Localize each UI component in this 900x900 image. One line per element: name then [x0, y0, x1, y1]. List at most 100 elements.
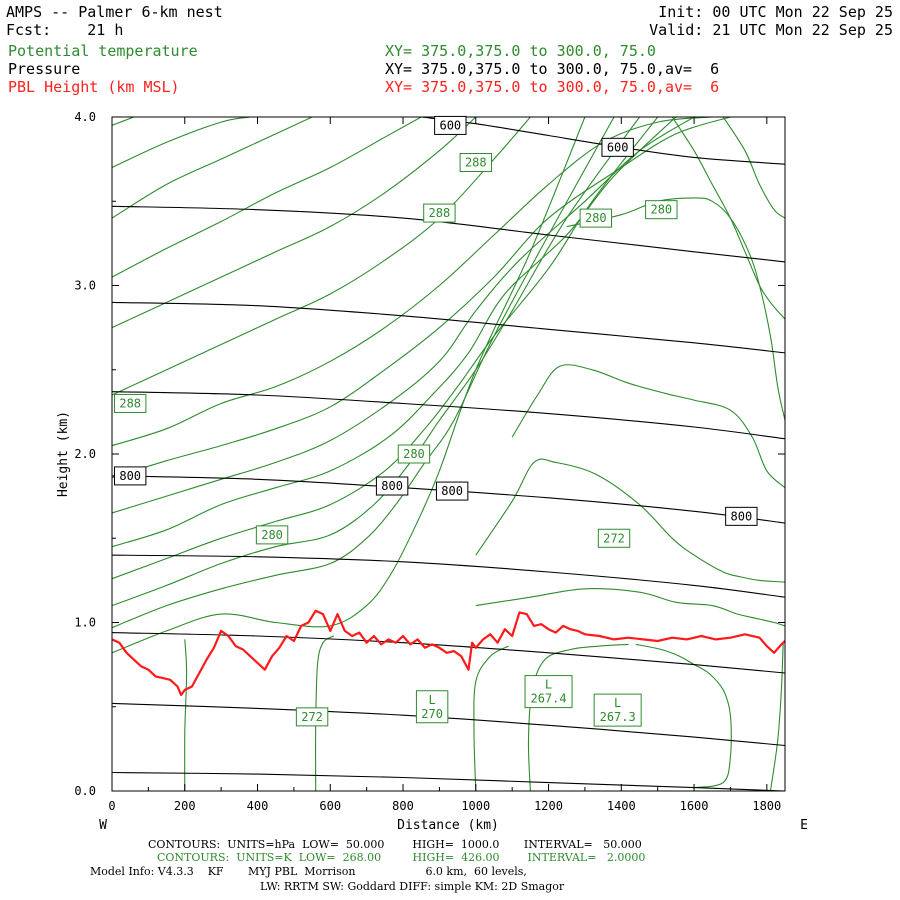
theta-label-7-box [597, 528, 631, 548]
y-tick-label: 1.0 [74, 616, 96, 630]
legend-theta-name: Potential temperature [8, 42, 198, 60]
low-marker-0-text: 270 [421, 707, 443, 721]
theta-contour-20 [184, 639, 188, 791]
fcst-label: Fcst: [6, 21, 52, 39]
theta-contour-17 [671, 117, 785, 320]
theta-contour-15 [511, 364, 785, 489]
theta-contour-9 [112, 117, 477, 329]
isobar-label-5-text: 800 [731, 509, 753, 523]
theta-contour-3 [112, 117, 659, 580]
x-tick-label: 1600 [680, 799, 709, 813]
x-axis-east-label: E [800, 818, 808, 833]
theta-label-8: 272 [295, 707, 329, 727]
theta-contour-21 [315, 635, 335, 791]
theta-contour-6 [112, 117, 731, 479]
theta-label-4-box [645, 200, 678, 220]
theta-label-5-text: 280 [403, 447, 425, 461]
footer-contours-pressure: CONTOURS: UNITS=hPa LOW= 50.000 HIGH= 10… [148, 838, 642, 851]
low-marker-1-box [524, 675, 573, 709]
theta-label-5-box [397, 444, 431, 464]
isobar-600 [112, 205, 785, 263]
theta-contour-25 [769, 642, 784, 791]
theta-label-0-text: 288 [465, 155, 487, 169]
isobar-label-5: 800 [725, 506, 758, 526]
theta-label-6-box [255, 525, 289, 545]
low-marker-2-text: 267.3 [600, 710, 636, 724]
fcst-value: 21 h [87, 21, 124, 39]
legend-pressure-xy: XY= 375.0,375.0 to 300.0, 75.0,av= 6 [385, 60, 720, 78]
footer-contours-theta: CONTOURS: UNITS=K LOW= 268.00 HIGH= 426.… [157, 851, 646, 864]
x-tick-label: 200 [174, 799, 196, 813]
isobar-900 [112, 702, 785, 747]
isobar-650 [112, 301, 785, 354]
isobar-label-4-text: 800 [441, 484, 463, 498]
theta-contour-13 [112, 117, 134, 126]
low-marker-0-text: L [429, 693, 436, 707]
legend-pressure-name: Pressure [8, 60, 81, 78]
x-tick-label: 400 [247, 799, 269, 813]
theta-label-0: 288 [459, 152, 492, 172]
x-tick-label: 1400 [607, 799, 636, 813]
theta-label-1-box [423, 203, 456, 223]
theta-label-4-text: 280 [650, 203, 672, 217]
isobar-label-3: 800 [375, 476, 409, 496]
x-tick-label: 800 [392, 799, 414, 813]
theta-label-8-text: 272 [301, 710, 323, 724]
theta-contour-23 [527, 643, 629, 791]
theta-contour-10 [112, 117, 422, 278]
isobar-label-0-text: 600 [439, 118, 461, 132]
low-marker-1-text: L [545, 678, 552, 692]
x-tick-label: 600 [319, 799, 341, 813]
isobar-label-2-box [113, 466, 147, 486]
theta-contour-14 [475, 458, 785, 583]
legend-pbl-xy: XY= 375.0,375.0 to 300.0, 75.0,av= 6 [385, 78, 720, 96]
theta-contour-8 [112, 117, 531, 396]
theta-contour-2 [112, 117, 640, 607]
low-marker-2-box [593, 693, 642, 727]
theta-label-3: 280 [579, 208, 613, 228]
isobar-label-1-box [601, 137, 634, 157]
theta-contour-0 [112, 117, 586, 654]
theta-label-0-box [459, 152, 492, 172]
x-axis-west-label: W [99, 818, 107, 833]
theta-contour-5 [112, 117, 695, 514]
y-tick-label: 4.0 [74, 110, 96, 124]
theta-label-4: 280 [645, 200, 678, 220]
x-axis-label: Distance (km) [397, 818, 499, 833]
y-tick-label: 0.0 [74, 784, 96, 798]
isobar-label-4: 800 [435, 481, 469, 501]
theta-label-2: 288 [113, 393, 147, 413]
low-marker-1-text: 267.4 [530, 692, 566, 706]
theta-label-8-box [295, 707, 329, 727]
x-tick-label: 1800 [752, 799, 781, 813]
theta-contour-18 [722, 117, 785, 219]
x-tick-label: 0 [108, 799, 115, 813]
x-tick-label: 1000 [461, 799, 490, 813]
isobar-label-0: 600 [434, 115, 467, 135]
theta-label-2-box [113, 393, 147, 413]
isobar-850 [112, 632, 785, 674]
theta-label-6: 280 [255, 525, 289, 545]
valid-time: Valid: 21 UTC Mon 22 Sep 25 [649, 21, 893, 39]
x-tick-label: 1200 [534, 799, 563, 813]
theta-label-1: 288 [423, 203, 456, 223]
legend-theta-xy: XY= 375.0,375.0 to 300.0, 75.0 [385, 42, 656, 60]
low-marker-0-box [415, 690, 449, 724]
theta-contour-19 [475, 588, 785, 627]
y-tick-label: 2.0 [74, 447, 96, 461]
theta-contour-16 [566, 197, 785, 421]
theta-contour-12 [112, 117, 251, 168]
init-time: Init: 00 UTC Mon 22 Sep 25 [658, 3, 893, 21]
isobar-label-3-text: 800 [381, 479, 403, 493]
theta-label-3-text: 280 [585, 211, 607, 225]
forecast-hour: Fcst: 21 h [6, 21, 123, 39]
isobar-label-1: 600 [601, 137, 634, 157]
isobar-950 [112, 771, 785, 791]
isobar-label-0-box [434, 115, 467, 135]
theta-contour-1 [112, 117, 615, 629]
isobar-label-5-box [725, 506, 758, 526]
